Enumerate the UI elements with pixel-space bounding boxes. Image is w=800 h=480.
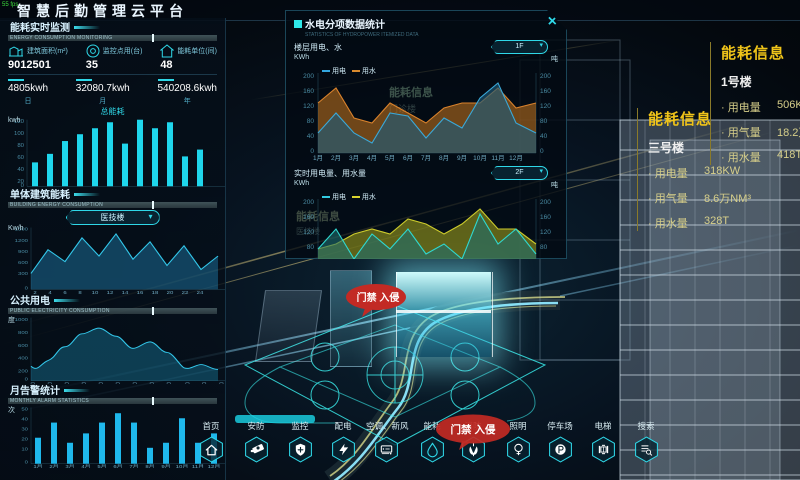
- svg-text:1月: 1月: [313, 154, 323, 162]
- svg-text:7月: 7月: [421, 154, 431, 162]
- svg-text:40: 40: [17, 167, 24, 173]
- svg-text:200: 200: [18, 369, 28, 374]
- svg-text:门禁 入侵: 门禁 入侵: [357, 291, 400, 304]
- svg-text:300: 300: [18, 272, 28, 277]
- svg-text:0: 0: [310, 148, 314, 155]
- svg-text:0: 0: [25, 377, 28, 382]
- svg-text:120: 120: [303, 229, 314, 236]
- svg-text:4: 4: [48, 290, 51, 294]
- svg-text:160: 160: [540, 88, 551, 95]
- svg-text:3月: 3月: [349, 154, 359, 162]
- svg-text:800: 800: [18, 330, 28, 335]
- svg-text:40: 40: [307, 133, 315, 140]
- svg-text:12月: 12月: [212, 383, 225, 384]
- svg-text:7月: 7月: [128, 383, 137, 384]
- svg-text:8: 8: [78, 290, 81, 294]
- svg-text:8月: 8月: [439, 154, 449, 162]
- svg-text:80: 80: [540, 118, 548, 125]
- svg-text:400: 400: [18, 356, 28, 361]
- svg-text:1200: 1200: [15, 238, 28, 243]
- svg-text:3月: 3月: [60, 383, 69, 384]
- svg-text:160: 160: [540, 214, 551, 221]
- svg-text:12月: 12月: [509, 154, 523, 162]
- svg-text:16: 16: [137, 290, 144, 294]
- svg-text:8月: 8月: [145, 383, 154, 384]
- svg-text:600: 600: [18, 343, 28, 348]
- svg-text:80: 80: [540, 244, 548, 251]
- svg-text:2月: 2月: [43, 383, 52, 384]
- svg-text:22: 22: [182, 290, 189, 294]
- svg-text:80: 80: [307, 244, 315, 251]
- svg-text:6月: 6月: [403, 154, 413, 162]
- svg-text:160: 160: [303, 214, 314, 221]
- svg-text:14: 14: [122, 290, 129, 294]
- svg-text:600: 600: [18, 260, 28, 265]
- svg-text:100: 100: [14, 131, 24, 137]
- svg-text:0: 0: [540, 148, 544, 155]
- svg-text:9月: 9月: [162, 383, 171, 384]
- svg-text:60: 60: [17, 155, 24, 161]
- svg-text:5月: 5月: [385, 154, 395, 162]
- svg-text:200: 200: [303, 73, 314, 80]
- svg-text:10: 10: [92, 290, 99, 294]
- svg-text:160: 160: [303, 88, 314, 95]
- svg-text:24: 24: [197, 290, 204, 294]
- svg-text:200: 200: [540, 73, 551, 80]
- svg-text:10月: 10月: [178, 383, 191, 384]
- svg-text:6: 6: [63, 290, 66, 294]
- svg-text:1000: 1000: [15, 317, 28, 322]
- svg-text:门禁 入侵: 门禁 入侵: [451, 423, 496, 436]
- svg-text:200: 200: [303, 199, 314, 206]
- svg-text:200: 200: [540, 199, 551, 206]
- svg-text:5月: 5月: [94, 383, 103, 384]
- svg-text:120: 120: [303, 103, 314, 110]
- svg-text:10月: 10月: [473, 154, 487, 162]
- svg-text:6月: 6月: [111, 383, 120, 384]
- svg-text:20: 20: [167, 290, 174, 294]
- svg-text:80: 80: [307, 118, 315, 125]
- svg-text:9月: 9月: [457, 154, 467, 162]
- svg-text:12: 12: [107, 290, 114, 294]
- svg-text:11月: 11月: [491, 154, 504, 162]
- svg-text:4月: 4月: [367, 154, 377, 162]
- svg-text:40: 40: [540, 133, 548, 140]
- svg-text:18: 18: [152, 290, 159, 294]
- svg-text:2月: 2月: [331, 154, 341, 162]
- svg-text:4月: 4月: [77, 383, 86, 384]
- svg-text:0: 0: [21, 183, 24, 188]
- svg-text:50: 50: [21, 407, 28, 412]
- svg-text:0: 0: [25, 286, 28, 291]
- svg-text:120: 120: [540, 229, 551, 236]
- svg-text:11月: 11月: [195, 383, 207, 384]
- svg-text:1月: 1月: [26, 383, 35, 384]
- svg-text:120: 120: [540, 103, 551, 110]
- svg-text:80: 80: [17, 143, 24, 149]
- svg-text:900: 900: [18, 249, 28, 254]
- svg-text:2: 2: [33, 290, 36, 294]
